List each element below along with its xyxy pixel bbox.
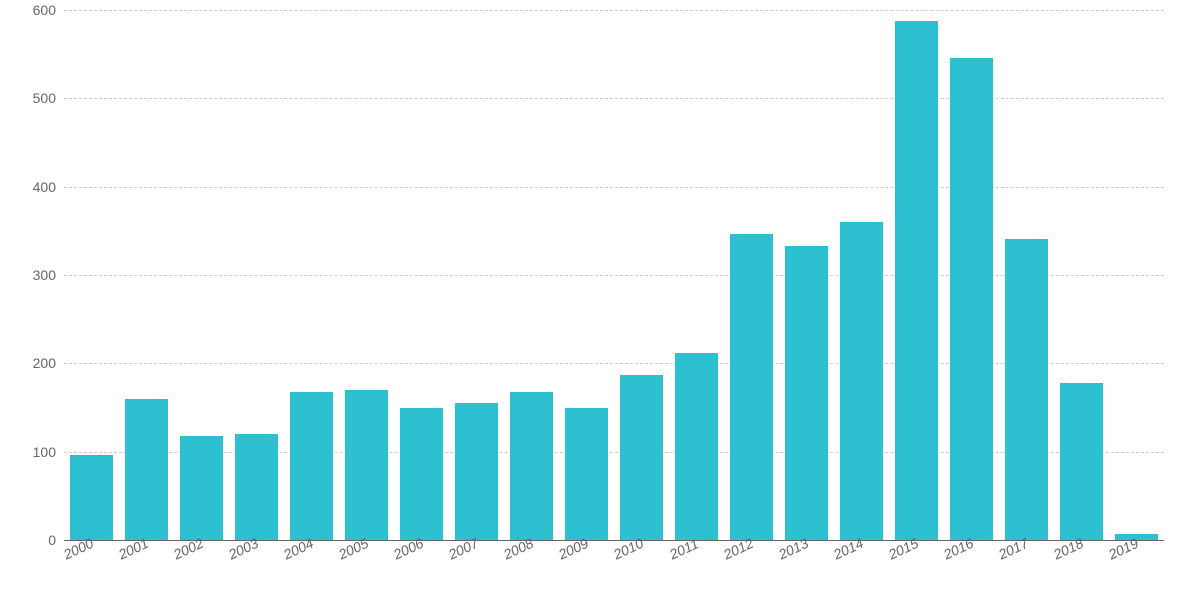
gridline — [64, 10, 1164, 11]
y-tick-label: 400 — [0, 179, 56, 195]
gridline — [64, 98, 1164, 99]
bar — [565, 408, 608, 541]
gridline — [64, 452, 1164, 453]
bar — [730, 234, 773, 540]
bar — [125, 399, 168, 540]
bar — [180, 436, 223, 540]
bar-chart: 0100200300400500600 20002001200220032004… — [0, 0, 1181, 590]
plot-area — [64, 10, 1164, 540]
bar — [400, 408, 443, 541]
bar — [1060, 383, 1103, 540]
bar — [345, 390, 388, 540]
y-tick-label: 0 — [0, 532, 56, 548]
bar — [510, 392, 553, 540]
bar — [1005, 239, 1048, 540]
bar — [620, 375, 663, 540]
gridline — [64, 187, 1164, 188]
bar — [785, 246, 828, 540]
gridline — [64, 363, 1164, 364]
bar — [290, 392, 333, 540]
gridline — [64, 275, 1164, 276]
bar — [70, 455, 113, 540]
y-tick-label: 100 — [0, 444, 56, 460]
bar — [455, 403, 498, 540]
bar — [950, 58, 993, 540]
axis-baseline — [64, 540, 1164, 541]
y-tick-label: 600 — [0, 2, 56, 18]
y-tick-label: 200 — [0, 355, 56, 371]
bar — [840, 222, 883, 540]
bar — [235, 434, 278, 540]
y-tick-label: 500 — [0, 90, 56, 106]
bar — [895, 21, 938, 540]
bar — [675, 353, 718, 540]
y-tick-label: 300 — [0, 267, 56, 283]
